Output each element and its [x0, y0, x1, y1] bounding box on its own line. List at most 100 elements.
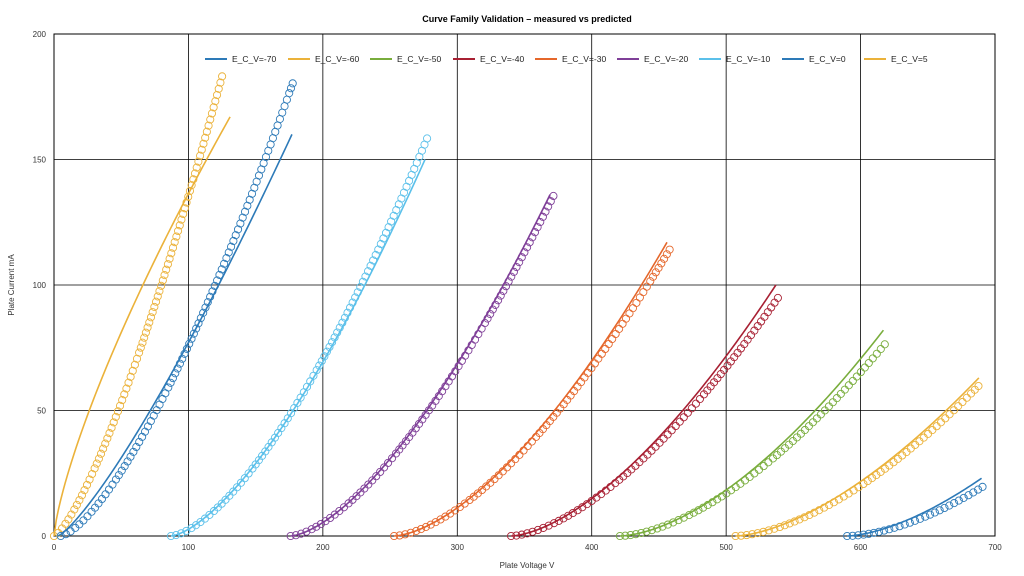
measured-point — [486, 309, 495, 319]
x-tick-label: 300 — [451, 543, 465, 552]
measured-point — [507, 459, 516, 468]
measured-point — [597, 349, 606, 358]
measured-point — [856, 368, 865, 377]
measured-point — [384, 458, 393, 467]
measured-point — [379, 234, 388, 243]
y-tick-label: 150 — [33, 156, 47, 165]
measured-point — [387, 217, 396, 226]
x-tick-label: 100 — [182, 543, 196, 552]
legend-layer: E_C_V=-70 E_C_V=-60 E_C_V=-50 E_C_V=-40 E_C_… — [205, 54, 928, 64]
measured-point — [333, 328, 342, 337]
measured-point — [322, 347, 331, 356]
measured-point — [217, 265, 226, 274]
measured-point — [80, 486, 89, 495]
x-tick-label: 400 — [585, 543, 599, 552]
measured-point — [412, 526, 421, 535]
measured-point — [140, 333, 149, 342]
measured-point — [138, 338, 147, 347]
measured-point — [509, 267, 518, 276]
measured-point — [559, 514, 568, 523]
measured-point — [126, 372, 135, 381]
measured-point — [648, 272, 658, 281]
measured-point — [157, 281, 166, 290]
measured-point — [759, 462, 768, 471]
measured-point — [528, 527, 537, 536]
measured-point — [874, 527, 884, 536]
measured-point — [132, 442, 141, 452]
measured-point — [395, 531, 404, 540]
measured-point — [945, 501, 954, 510]
measured-point — [885, 525, 894, 534]
measured-point — [387, 454, 397, 463]
measured-point — [654, 263, 663, 272]
measured-point — [285, 89, 294, 98]
measured-point — [631, 530, 640, 539]
measured-point — [170, 238, 179, 247]
predicted-line — [53, 116, 231, 537]
measured-point — [653, 524, 662, 533]
measured-point — [177, 529, 186, 538]
measured-point — [962, 393, 971, 402]
legend-item: E_C_V=-30 — [535, 54, 606, 64]
measured-point — [94, 454, 103, 463]
measured-point — [312, 522, 321, 531]
measured-point — [150, 302, 159, 311]
x-tick-label: 600 — [854, 543, 868, 552]
measured-point — [187, 181, 196, 190]
x-tick-label: 200 — [316, 543, 330, 552]
measured-point — [539, 523, 548, 532]
measured-point — [61, 530, 70, 539]
measured-point — [869, 528, 878, 537]
measured-point — [124, 378, 133, 387]
measured-point — [180, 349, 189, 358]
measured-point — [214, 84, 223, 93]
measured-point — [608, 334, 617, 344]
measured-point — [488, 305, 497, 314]
chart-title: Curve Family Validation – measured vs pr… — [422, 14, 632, 24]
measured-point — [651, 442, 660, 451]
measured-point — [890, 523, 899, 532]
measured-point — [928, 425, 937, 435]
measured-point — [111, 475, 120, 484]
measured-point — [708, 498, 717, 507]
series-group — [843, 477, 987, 541]
measured-point — [72, 500, 81, 509]
measured-point — [316, 520, 325, 529]
measured-point — [88, 469, 97, 479]
measured-point — [480, 319, 489, 328]
measured-point — [213, 276, 222, 285]
measured-point — [496, 291, 505, 300]
measured-point — [639, 288, 648, 297]
measured-point — [507, 272, 516, 281]
measured-point — [381, 228, 391, 237]
measured-point — [132, 354, 142, 363]
predicted-line — [290, 194, 551, 537]
x-tick-label: 0 — [52, 543, 57, 552]
measured-point — [523, 243, 532, 252]
measured-point — [950, 499, 959, 508]
measured-point — [207, 109, 216, 118]
measured-point — [525, 238, 534, 247]
measured-point — [194, 319, 203, 328]
measured-point — [810, 508, 819, 517]
measured-point — [114, 471, 123, 480]
measured-point — [843, 531, 852, 541]
measured-point — [222, 254, 231, 263]
measured-point — [663, 430, 672, 439]
series-group — [166, 134, 432, 541]
x-axis-label: Plate Voltage V — [500, 561, 555, 570]
measured-point — [504, 277, 513, 286]
measured-point — [642, 282, 651, 291]
measured-point — [647, 446, 656, 455]
measured-point — [103, 434, 112, 443]
measured-point — [145, 318, 154, 327]
measured-point — [129, 447, 138, 456]
measured-point — [149, 411, 158, 420]
measured-point — [635, 293, 644, 302]
x-tick-label: 700 — [988, 543, 1002, 552]
measured-point — [974, 381, 983, 391]
measured-point — [785, 519, 794, 528]
measured-point — [538, 212, 547, 221]
measured-point — [96, 449, 106, 458]
measured-point — [773, 293, 782, 302]
